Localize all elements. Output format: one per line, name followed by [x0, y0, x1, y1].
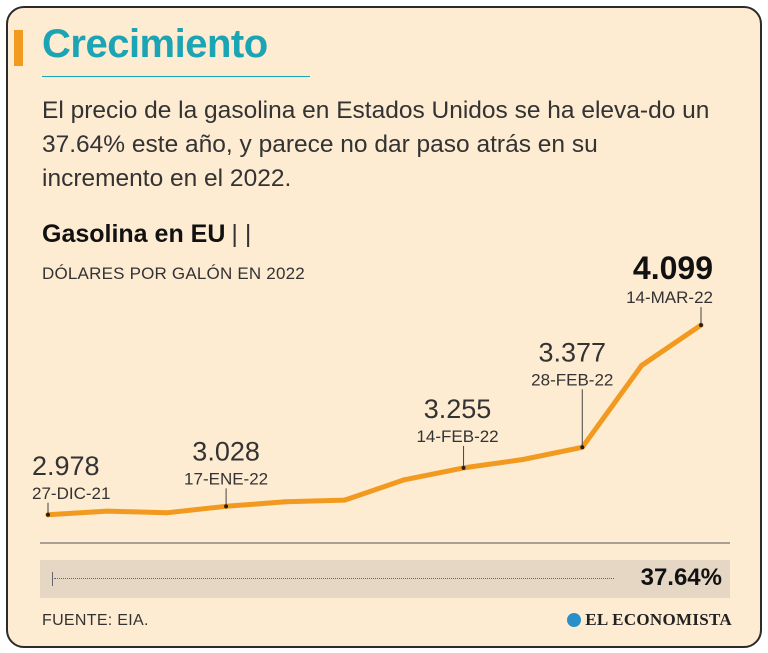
- data-label-date: 27-DIC-21: [32, 484, 110, 503]
- brand-logo: EL ECONOMISTA: [567, 610, 732, 630]
- change-bar-dotted-line: [54, 578, 614, 579]
- change-value: 37.64%: [640, 564, 722, 591]
- data-label-date: 14-MAR-22: [626, 288, 713, 307]
- change-bar: 37.64%: [40, 560, 730, 598]
- dek-text: El precio de la gasolina en Estados Unid…: [42, 97, 710, 192]
- data-label-date: 14-FEB-22: [416, 427, 498, 446]
- data-point: [104, 508, 110, 514]
- data-label-value: 3.255: [424, 394, 492, 424]
- data-point: [164, 510, 170, 516]
- source-note: FUENTE: EIA.: [42, 612, 149, 629]
- callout-dot: [224, 504, 229, 509]
- data-point: [401, 477, 407, 483]
- callout-dot: [461, 465, 466, 470]
- infographic-card: Crecimiento El precio de la gasolina en …: [6, 6, 762, 648]
- data-label-value: 3.028: [192, 436, 260, 466]
- callout-dot: [699, 323, 703, 328]
- chart-title-suffix: | |: [231, 220, 252, 248]
- data-point: [282, 499, 288, 505]
- accent-bar: [14, 30, 23, 66]
- data-label-value: 3.377: [538, 337, 606, 367]
- chart-title-text: Gasolina en EU: [42, 220, 226, 248]
- series-line: [45, 322, 704, 518]
- brand-name: EL ECONOMISTA: [585, 610, 732, 629]
- line-chart: 27-DIC-21 2.978 17-ENE-22 3.028 14-FEB-22 3.2…: [32, 250, 730, 544]
- callout-dot: [46, 512, 50, 517]
- chart-title: Gasolina en EU | |: [42, 220, 251, 249]
- data-point: [639, 363, 645, 369]
- headline-rule: [42, 76, 310, 77]
- data-label-value: 4.099: [633, 250, 713, 286]
- callout-dot: [580, 445, 585, 450]
- headline: Crecimiento: [42, 22, 268, 66]
- data-label-value: 2.978: [32, 451, 100, 481]
- data-point: [520, 456, 526, 462]
- brand-logo-icon: [567, 613, 582, 627]
- chart-subtitle: DÓLARES POR GALÓN EN 2022: [42, 264, 305, 283]
- data-label-date: 17-ENE-22: [184, 469, 268, 488]
- data-point: [342, 497, 348, 503]
- change-bar-tick: [52, 572, 53, 586]
- data-label-date: 28-FEB-22: [531, 370, 613, 389]
